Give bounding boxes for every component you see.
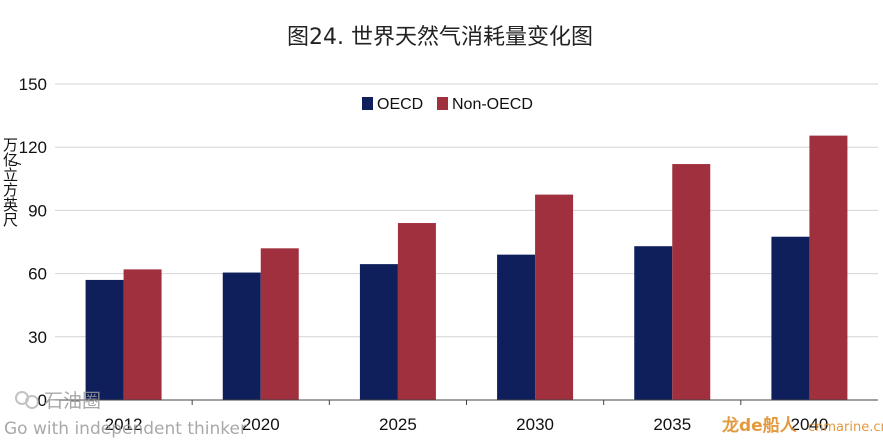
bar-non-oecd-2012 [123,269,162,400]
y-tick-label-120: 120 [19,138,47,157]
bar-non-oecd-2040 [809,135,848,400]
bar-oecd-2030 [497,254,536,400]
bars [85,135,848,400]
y-tick-label-90: 90 [28,201,47,220]
bar-non-oecd-2025 [397,223,436,400]
y-tick-label-150: 150 [19,75,47,94]
x-tick-label-2035: 2035 [653,415,691,434]
legend: OECD Non-OECD [362,96,533,113]
watermark-right-url: cnmarine.cn [808,420,883,435]
x-tick-labels: 2012 2020 2025 2030 2035 2040 [105,400,829,434]
watermark-left-tagline: Go with independent thinker [4,419,247,439]
y-tick-label-30: 30 [28,328,47,347]
bar-non-oecd-2035 [672,164,711,400]
x-tick-label-2025: 2025 [379,415,417,434]
bar-non-oecd-2020 [260,248,299,400]
x-tick-label-2012: 2012 [105,415,143,434]
bar-oecd-2012 [85,279,124,400]
bar-oecd-2040 [771,236,810,400]
bar-oecd-2035 [634,246,673,400]
chart-title: 图24. 世界天然气消耗量变化图 [287,25,593,50]
legend-label-non-oecd: Non-OECD [452,96,533,113]
y-axis-label-text: 万亿立方英尺 [1,137,19,227]
y-tick-label-0: 0 [38,391,47,410]
y-axis-label: / 万亿立方英尺 [1,137,24,227]
watermark-right-logo: 龙de船人 [721,415,798,436]
y-axis-label-prefix: / [6,160,24,166]
x-tick-label-2030: 2030 [516,415,554,434]
gridlines [55,83,878,338]
bar-oecd-2025 [359,264,398,400]
watermark-right: 龙de船人 cnmarine.cn [721,415,883,436]
bar-non-oecd-2030 [535,194,574,400]
bar-oecd-2020 [222,272,261,400]
x-tick-label-2020: 2020 [242,415,280,434]
watermark-left-logo: 石油圈 [44,390,101,412]
legend-swatch-non-oecd [437,97,448,110]
watermark-icon [15,391,39,409]
legend-swatch-oecd [362,97,373,110]
x-tick-label-2040: 2040 [791,415,829,434]
watermark-left: 石油圈 Go with independent thinker [4,390,247,439]
y-tick-labels: 0 30 60 90 120 150 [19,75,47,410]
legend-label-oecd: OECD [377,96,423,113]
y-tick-label-60: 60 [28,265,47,284]
